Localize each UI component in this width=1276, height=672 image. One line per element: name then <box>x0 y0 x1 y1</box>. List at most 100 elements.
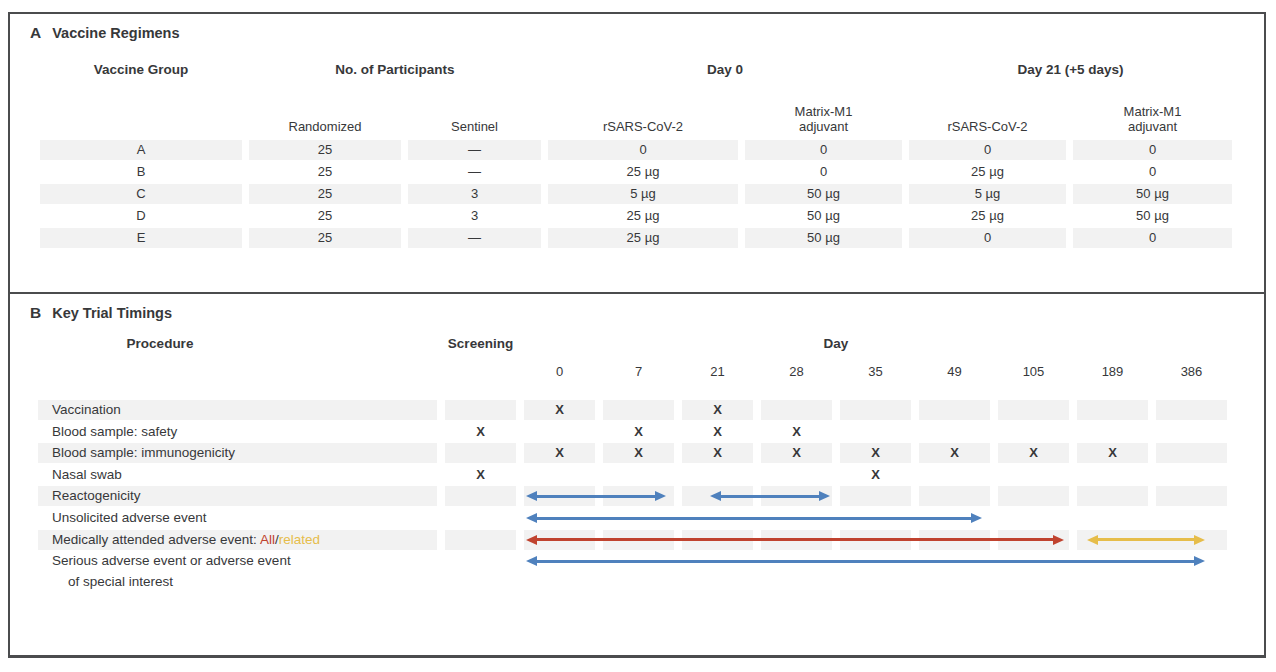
day-tick-label: 28 <box>761 364 832 379</box>
group-header: No. of Participants <box>249 62 541 77</box>
row-band <box>919 486 990 506</box>
day-tick-label: 49 <box>919 364 990 379</box>
row-band <box>445 530 516 550</box>
panel-a-letter: A <box>30 24 41 41</box>
visit-mark: X <box>603 443 674 463</box>
procedure-row: Blood sample: safetyXXXX <box>10 422 1264 442</box>
table-cell: 25 <box>249 140 401 160</box>
timeline-arrow-blue <box>526 556 1205 566</box>
arrowhead-left <box>526 491 537 501</box>
procedure-row: Nasal swabXX <box>10 465 1264 485</box>
vaccine-regimens-table: Vaccine GroupNo. of ParticipantsDay 0Day… <box>40 52 1232 250</box>
table-cell: — <box>408 140 541 160</box>
table-cell: 25 µg <box>548 206 738 226</box>
timeline-arrow-yellow <box>1087 535 1205 545</box>
table-cell: 50 µg <box>1073 184 1232 204</box>
procedure-column-header: Procedure <box>50 336 270 351</box>
day-tick-label: 189 <box>1077 364 1148 379</box>
panel-a-title-text: Vaccine Regimens <box>52 25 179 41</box>
row-band <box>1077 400 1148 420</box>
timeline-arrow-blue <box>526 513 982 523</box>
day-tick-label: 7 <box>603 364 674 379</box>
table-cell: 25 <box>249 206 401 226</box>
label-part-yellow: related <box>279 532 320 547</box>
arrowhead-right <box>1053 535 1064 545</box>
timeline-arrow-blue <box>526 491 666 501</box>
table-cell: 25 µg <box>548 228 738 248</box>
timeline-arrow-blue <box>710 491 830 501</box>
day-tick-label: 0 <box>524 364 595 379</box>
table-cell: 0 <box>909 228 1066 248</box>
visit-mark: X <box>1077 443 1148 463</box>
visit-mark: X <box>682 443 753 463</box>
arrowhead-left <box>526 535 537 545</box>
trial-design-figure: A Vaccine Regimens Vaccine Group No. of Pa… <box>8 12 1266 658</box>
arrowhead-right <box>1194 556 1205 566</box>
visit-mark: X <box>840 465 911 485</box>
arrowhead-right <box>971 513 982 523</box>
procedure-label: Serious adverse event or adverse event <box>52 551 291 571</box>
panel-b-key-trial-timings: BKey Trial Timings Procedure Screening D… <box>10 294 1264 654</box>
vaccine-group-cell: E <box>40 228 242 248</box>
sub-header: rSARS-CoV-2 <box>548 119 738 140</box>
procedure-label: Medically attended adverse event: All/re… <box>52 530 320 550</box>
procedure-label: Unsolicited adverse event <box>52 508 207 528</box>
table-cell: — <box>408 162 541 182</box>
table-cell: 0 <box>1073 162 1232 182</box>
table-cell: 25 µg <box>909 162 1066 182</box>
visit-mark: X <box>524 443 595 463</box>
table-cell: 50 µg <box>1073 206 1232 226</box>
row-band <box>445 400 516 420</box>
row-band <box>445 443 516 463</box>
procedure-label: Blood sample: immunogenicity <box>52 443 235 463</box>
arrow-shaft <box>537 560 1194 563</box>
procedure-label: Blood sample: safety <box>52 422 177 442</box>
procedure-label-line2: of special interest <box>68 571 173 592</box>
procedure-row: Medically attended adverse event: All/re… <box>10 530 1264 550</box>
day-columns-header: Day <box>524 336 1148 351</box>
visit-mark: X <box>445 422 516 442</box>
row-band <box>998 400 1069 420</box>
visit-mark: X <box>840 443 911 463</box>
arrowhead-left <box>526 556 537 566</box>
visit-mark: X <box>761 422 832 442</box>
day-tick-label: 386 <box>1156 364 1227 379</box>
table-cell: 3 <box>408 206 541 226</box>
table-cell: 50 µg <box>745 228 902 248</box>
label-part: Medically attended adverse event: <box>52 532 260 547</box>
day-tick-label: 21 <box>682 364 753 379</box>
row-band <box>840 400 911 420</box>
visit-mark: X <box>682 400 753 420</box>
sub-header: Sentinel <box>408 119 541 140</box>
panel-a-title: A Vaccine Regimens <box>30 24 180 42</box>
table-cell: 0 <box>909 140 1066 160</box>
figure-page: { "colors":{"blue":"#4f81bd","red":"#c04… <box>0 0 1276 672</box>
arrowhead-right <box>655 491 666 501</box>
screening-column-header: Screening <box>420 336 541 351</box>
arrow-shaft <box>1098 538 1194 541</box>
table-cell: 5 µg <box>909 184 1066 204</box>
table-cell: 0 <box>745 140 902 160</box>
panel-b-title: BKey Trial Timings <box>30 304 172 322</box>
procedure-row: Unsolicited adverse event <box>10 508 1264 528</box>
table-cell: 25 µg <box>909 206 1066 226</box>
vaccine-group-cell: C <box>40 184 242 204</box>
table-cell: 0 <box>548 140 738 160</box>
day-tick-label: 105 <box>998 364 1069 379</box>
sub-header: Matrix-M1 adjuvant <box>745 104 902 140</box>
row-band <box>603 400 674 420</box>
visit-mark: X <box>445 465 516 485</box>
arrowhead-left <box>1087 535 1098 545</box>
group-header: Vaccine Group <box>40 62 242 77</box>
day-tick-label: 35 <box>840 364 911 379</box>
row-band <box>1156 486 1227 506</box>
arrowhead-left <box>710 491 721 501</box>
arrow-shaft <box>537 517 971 520</box>
table-cell: — <box>408 228 541 248</box>
visit-mark: X <box>603 422 674 442</box>
panel-a-vaccine-regimens: A Vaccine Regimens Vaccine Group No. of Pa… <box>10 14 1264 294</box>
arrowhead-right <box>819 491 830 501</box>
procedure-label: Reactogenicity <box>52 486 141 506</box>
visit-mark: X <box>761 443 832 463</box>
visit-mark: X <box>682 422 753 442</box>
